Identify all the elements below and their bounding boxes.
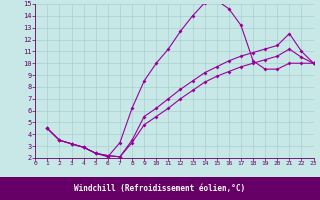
- Text: Windchill (Refroidissement éolien,°C): Windchill (Refroidissement éolien,°C): [75, 184, 245, 193]
